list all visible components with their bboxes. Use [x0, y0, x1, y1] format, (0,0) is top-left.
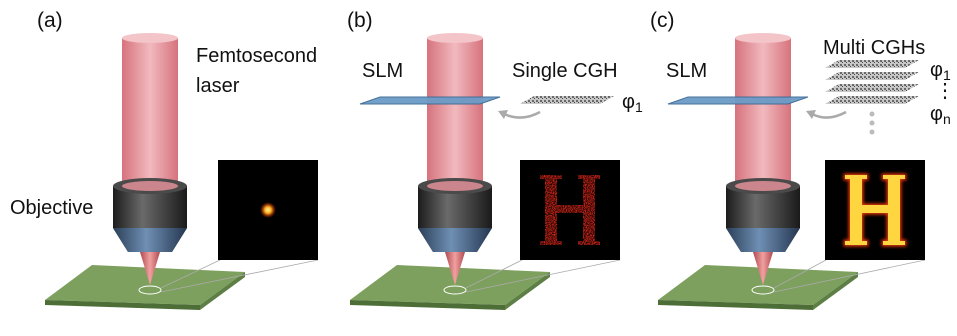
- objective-label: Objective: [10, 197, 93, 219]
- phase-subscript: 1: [635, 99, 643, 115]
- panel-label: (a): [37, 9, 63, 32]
- cgh: [520, 96, 614, 104]
- panel-label: (c): [650, 9, 675, 32]
- slm: [668, 97, 808, 104]
- body: (a) Femtosecond laser Objective (b) SLM …: [0, 0, 957, 336]
- arrow: [504, 112, 540, 118]
- ellipsis: ⋮: [935, 80, 955, 102]
- phase-symbol: φ: [930, 59, 943, 81]
- arrow: [812, 112, 846, 118]
- phase-label: φn: [930, 103, 951, 127]
- page: {"panels":[ {"label":"(a)","laser":["Fem…: [0, 0, 957, 336]
- figure: (a) Femtosecond laser Objective (b) SLM …: [0, 0, 957, 336]
- cgh-stack: [825, 60, 919, 135]
- slm-label: SLM: [666, 60, 707, 82]
- laser-label: laser: [196, 75, 240, 97]
- focal-spot: [260, 202, 276, 218]
- phase-label: φ1: [622, 91, 643, 115]
- phase-symbol: φ: [622, 91, 635, 113]
- phase-subscript: n: [943, 111, 951, 127]
- panel-label: (b): [347, 9, 373, 32]
- slm-label: SLM: [362, 60, 403, 82]
- slm: [360, 97, 500, 104]
- laser-label: Femtosecond: [196, 45, 317, 67]
- cgh-label: Single CGH: [512, 60, 618, 82]
- phase-symbol: φ: [930, 103, 943, 125]
- cgh-label: Multi CGHs: [823, 37, 925, 59]
